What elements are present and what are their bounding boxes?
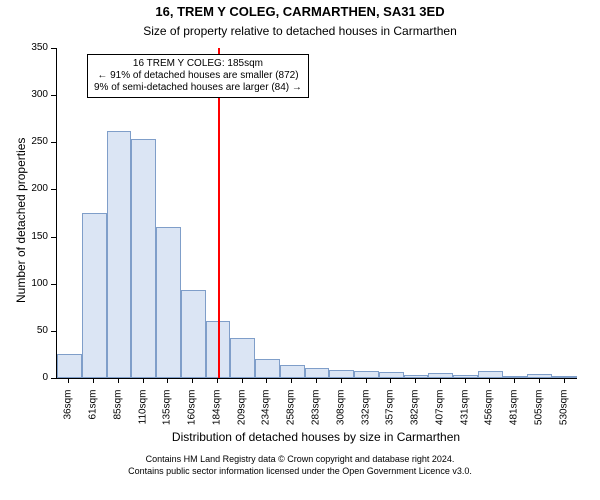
histogram-bar bbox=[131, 139, 156, 378]
histogram-bar bbox=[82, 213, 107, 378]
x-tick-mark bbox=[440, 378, 441, 383]
y-tick-label: 200 bbox=[18, 183, 48, 194]
x-tick-mark bbox=[341, 378, 342, 383]
x-tick-mark bbox=[539, 378, 540, 383]
chart-subtitle: Size of property relative to detached ho… bbox=[0, 24, 600, 38]
x-tick-mark bbox=[316, 378, 317, 383]
y-tick-label: 150 bbox=[18, 231, 48, 242]
x-tick-mark bbox=[514, 378, 515, 383]
histogram-bar bbox=[230, 338, 255, 378]
x-tick-mark bbox=[167, 378, 168, 383]
x-tick-mark bbox=[68, 378, 69, 383]
y-tick-mark bbox=[51, 48, 56, 49]
x-tick-mark bbox=[390, 378, 391, 383]
x-tick-mark bbox=[266, 378, 267, 383]
histogram-bar bbox=[156, 227, 181, 378]
y-tick-mark bbox=[51, 378, 56, 379]
histogram-bar bbox=[478, 371, 503, 378]
histogram-bar bbox=[428, 373, 453, 378]
x-tick-mark bbox=[489, 378, 490, 383]
histogram-bar bbox=[107, 131, 132, 378]
y-tick-mark bbox=[51, 95, 56, 96]
y-tick-mark bbox=[51, 142, 56, 143]
histogram-bar bbox=[552, 376, 577, 378]
x-axis-label: Distribution of detached houses by size … bbox=[56, 430, 576, 444]
attribution-line: Contains HM Land Registry data © Crown c… bbox=[0, 454, 600, 464]
x-tick-mark bbox=[242, 378, 243, 383]
annotation-box: 16 TREM Y COLEG: 185sqm ← 91% of detache… bbox=[87, 54, 309, 98]
histogram-bar bbox=[57, 354, 82, 378]
attribution-line: Contains public sector information licen… bbox=[0, 466, 600, 476]
histogram-bar bbox=[181, 290, 206, 378]
y-tick-label: 50 bbox=[18, 325, 48, 336]
histogram-bar bbox=[354, 371, 379, 378]
y-tick-label: 0 bbox=[18, 372, 48, 383]
x-tick-mark bbox=[143, 378, 144, 383]
x-tick-mark bbox=[192, 378, 193, 383]
x-tick-mark bbox=[465, 378, 466, 383]
y-tick-mark bbox=[51, 284, 56, 285]
chart-title: 16, TREM Y COLEG, CARMARTHEN, SA31 3ED bbox=[0, 4, 600, 19]
histogram-bar bbox=[255, 359, 280, 378]
y-tick-mark bbox=[51, 237, 56, 238]
x-tick-mark bbox=[217, 378, 218, 383]
histogram-bar bbox=[305, 368, 330, 378]
x-tick-mark bbox=[415, 378, 416, 383]
x-tick-mark bbox=[93, 378, 94, 383]
chart-container: 16, TREM Y COLEG, CARMARTHEN, SA31 3ED S… bbox=[0, 0, 600, 500]
annotation-line: 9% of semi-detached houses are larger (8… bbox=[94, 82, 302, 94]
y-tick-label: 250 bbox=[18, 136, 48, 147]
plot-area: 16 TREM Y COLEG: 185sqm ← 91% of detache… bbox=[56, 48, 577, 379]
y-tick-mark bbox=[51, 189, 56, 190]
x-tick-mark bbox=[564, 378, 565, 383]
annotation-line: 16 TREM Y COLEG: 185sqm bbox=[94, 58, 302, 70]
y-tick-label: 100 bbox=[18, 278, 48, 289]
y-tick-label: 350 bbox=[18, 42, 48, 53]
x-tick-mark bbox=[118, 378, 119, 383]
annotation-line: ← 91% of detached houses are smaller (87… bbox=[94, 70, 302, 82]
histogram-bar bbox=[453, 375, 478, 378]
y-tick-mark bbox=[51, 331, 56, 332]
histogram-bar bbox=[329, 370, 354, 378]
x-tick-mark bbox=[291, 378, 292, 383]
histogram-bar bbox=[527, 374, 552, 378]
x-tick-mark bbox=[366, 378, 367, 383]
histogram-bar bbox=[280, 365, 305, 378]
y-tick-label: 300 bbox=[18, 89, 48, 100]
